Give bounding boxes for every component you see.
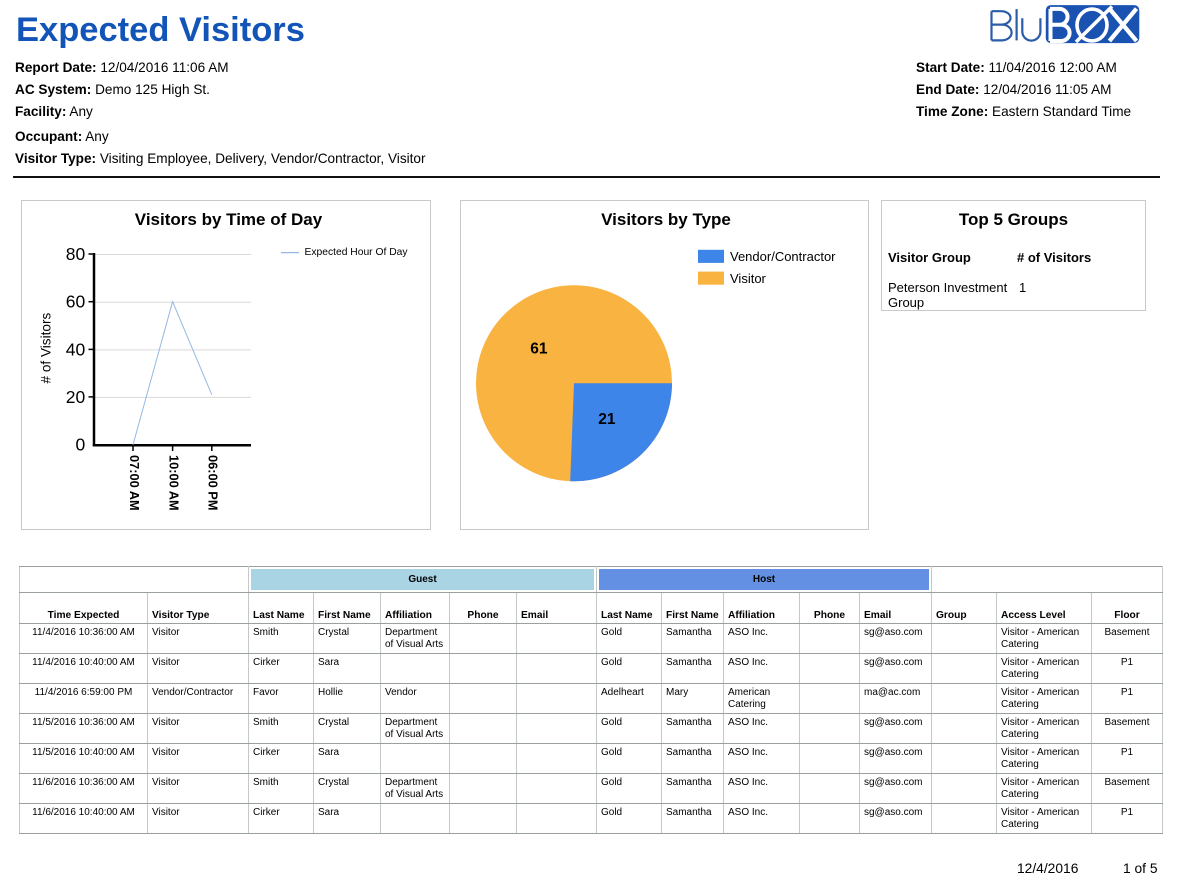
svg-text:10:00 AM: 10:00 AM [166,455,181,511]
svg-text:20: 20 [66,387,86,407]
svg-text:61: 61 [530,341,548,358]
svg-text:Vendor/Contractor: Vendor/Contractor [730,249,836,264]
svg-text:07:00 AM: 07:00 AM [127,455,142,511]
svg-text:0: 0 [75,435,85,455]
svg-text:Visitor: Visitor [730,271,767,286]
svg-text:06:00 PM: 06:00 PM [206,455,221,510]
svg-text:21: 21 [598,411,616,428]
svg-text:Expected Hour Of Day: Expected Hour Of Day [305,247,409,258]
svg-text:# of Visitors: # of Visitors [39,313,54,384]
svg-text:40: 40 [66,339,86,359]
svg-text:80: 80 [66,244,86,264]
svg-text:60: 60 [66,292,86,312]
